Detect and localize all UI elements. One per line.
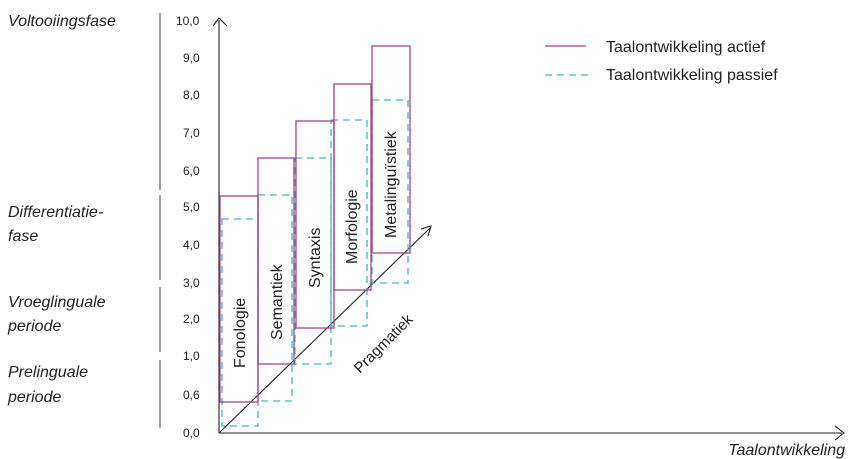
active-box-morfologie <box>333 83 372 291</box>
diagonal-arrow-icon <box>420 225 432 237</box>
active-box-metalinguistiek <box>371 45 411 254</box>
y-tick-label: 5,0 <box>183 200 200 214</box>
phase-label-voltooiing: Voltooiingsfase <box>8 13 116 30</box>
pragmatiek-diagonal-line <box>218 227 431 434</box>
y-tick-label: 0,0 <box>183 426 200 440</box>
phase-label-prelinguaal: Prelinguale periode <box>7 364 93 406</box>
component-label-metalinguistiek: Metalinguïstiek <box>383 130 400 238</box>
x-axis-label: Taalontwikkeling <box>728 442 845 459</box>
component-labels: Fonologie Semantiek Syntaxis Morfologie … <box>232 130 400 368</box>
component-label-fonologie: Fonologie <box>232 298 249 368</box>
phase-label-differentiatie: Differentiatie- fase <box>8 204 108 245</box>
phase-labels: Voltooiingsfase Differentiatie- fase Vro… <box>7 13 116 406</box>
passive-box-morfologie <box>330 119 368 327</box>
y-tick-label: 2,0 <box>183 312 200 326</box>
passive-box-fonologie <box>221 218 259 427</box>
y-tick-label: 10,0 <box>176 14 200 28</box>
pragmatiek-label: Pragmatiek <box>351 311 417 377</box>
phase-label-vroeglinguaal: Vroeglinguale periode <box>7 294 110 335</box>
y-tick-label: 8,0 <box>183 88 200 102</box>
y-axis-arrow-icon <box>212 17 228 27</box>
legend: Taalontwikkeling actief Taalontwikkeling… <box>545 39 778 84</box>
y-tick-label: 3,0 <box>183 276 200 290</box>
active-boxes <box>219 45 411 403</box>
component-label-syntaxis: Syntaxis <box>307 228 324 288</box>
passive-box-metalinguistiek <box>371 99 409 284</box>
axes <box>212 17 845 441</box>
y-tick-label: 9,0 <box>183 51 200 65</box>
legend-active-label: Taalontwikkeling actief <box>606 39 766 56</box>
active-box-syntaxis <box>295 120 335 329</box>
x-axis-arrow-icon <box>834 425 845 441</box>
passive-boxes <box>221 99 409 427</box>
y-axis-ticks: 10,0 9,0 8,0 7,0 6,0 5,0 4,0 3,0 2,0 1,0… <box>176 14 200 440</box>
y-tick-label: 0,6 <box>183 388 200 402</box>
y-tick-label: 7,0 <box>183 126 200 140</box>
y-tick-label: 4,0 <box>183 238 200 252</box>
y-tick-label: 6,0 <box>183 164 200 178</box>
legend-passive-label: Taalontwikkeling passief <box>606 67 778 84</box>
y-tick-label: 1,0 <box>183 349 200 363</box>
component-label-morfologie: Morfologie <box>344 189 361 264</box>
active-box-semantiek <box>257 157 295 365</box>
component-label-semantiek: Semantiek <box>269 263 286 340</box>
